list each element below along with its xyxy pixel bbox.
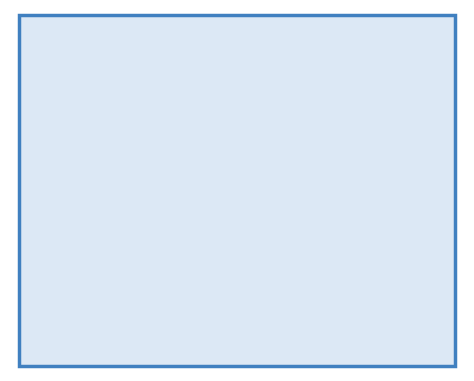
Text: Total serum IgA: Total serum IgA — [47, 252, 134, 262]
Text: Test Purpose: Test Purpose — [228, 99, 314, 112]
Text: Performed to identify
individuals with
IgA deficiency: Performed to identify individuals with I… — [228, 252, 346, 290]
Text: Serology Test: Serology Test — [47, 99, 137, 112]
Text: New Recommendations for Celiac Disease
Initial Serology Tests*: New Recommendations for Celiac Disease I… — [47, 31, 361, 60]
Text: *  Serology tests should be performed before eliminating gluten from
   patient’: * Serology tests should be performed bef… — [47, 311, 392, 335]
Text: IgA-tissue transglutaminase: IgA-tissue transglutaminase — [47, 133, 203, 142]
Text: Performed to identify
candidates for
duodenal biopsy
Sensitivity: 85%–92%
Specif: Performed to identify candidates for duo… — [228, 133, 348, 199]
